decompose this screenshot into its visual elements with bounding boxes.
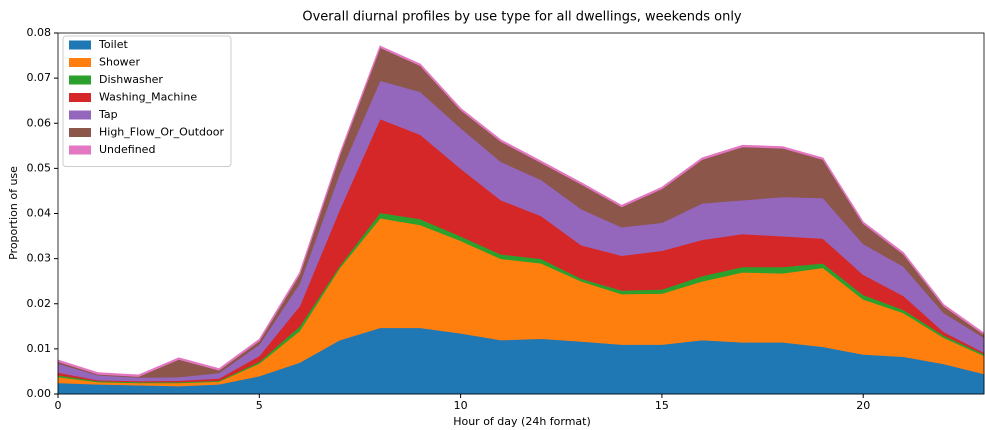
y-tick-label: 0.03: [27, 252, 52, 265]
y-tick-label: 0.08: [27, 26, 52, 39]
legend-swatch: [69, 128, 91, 137]
legend: Toilet Shower Dishwasher Washing_Machine Tap…: [62, 35, 232, 167]
y-tick-label: 0.04: [27, 207, 52, 220]
legend-label: Undefined: [99, 143, 155, 156]
legend-swatch: [69, 75, 91, 85]
legend-swatch: [69, 110, 91, 120]
legend-label: High_Flow_Or_Outdoor: [99, 126, 224, 139]
y-tick-label: 0.06: [27, 116, 52, 129]
legend-box: [62, 35, 232, 167]
y-tick-label: 0.05: [27, 161, 52, 174]
legend-swatch: [69, 40, 91, 50]
legend-label: Shower: [99, 56, 140, 69]
chart-title: Overall diurnal profiles by use type for…: [302, 10, 742, 25]
legend-swatch: [69, 58, 91, 67]
x-tick-label: 10: [454, 399, 468, 412]
x-tick-label: 5: [256, 399, 263, 412]
legend-label: Washing_Machine: [99, 91, 197, 104]
legend-label: Toilet: [98, 38, 128, 51]
x-tick-label: 15: [655, 399, 669, 412]
x-tick-label: 0: [55, 399, 62, 412]
y-tick-label: 0.07: [27, 71, 52, 84]
x-axis-label: Hour of day (24h format): [453, 415, 591, 428]
legend-label: Tap: [98, 108, 118, 121]
legend-label: Dishwasher: [99, 73, 163, 86]
legend-swatch: [69, 93, 91, 102]
legend-swatch: [69, 145, 91, 155]
y-tick-label: 0.02: [27, 297, 52, 310]
y-tick-label: 0.01: [27, 342, 52, 355]
y-tick-label: 0.00: [27, 387, 52, 400]
x-tick-label: 20: [856, 399, 870, 412]
y-axis-label: Proportion of use: [7, 166, 20, 260]
